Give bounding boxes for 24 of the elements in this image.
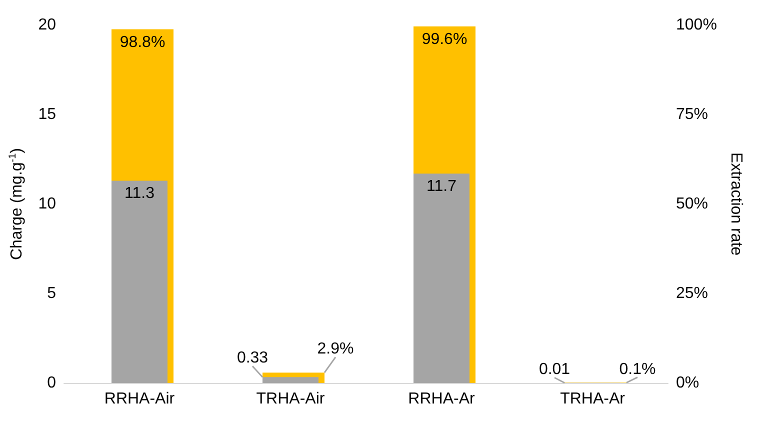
y2-tick-label: 100% <box>676 16 717 34</box>
y-tick-label: 0 <box>47 374 56 392</box>
x-tick-label: TRHA-Air <box>256 390 326 408</box>
y2-axis-title: Extraction rate <box>727 152 744 256</box>
y-tick-label: 5 <box>47 285 56 302</box>
x-tick-label: TRHA-Ar <box>560 390 626 408</box>
x-tick-label: RRHA-Ar <box>408 390 476 408</box>
data-label: 98.8% <box>120 34 166 51</box>
data-label: 11.7 <box>426 178 457 196</box>
y2-tick-label: 50% <box>676 196 708 212</box>
data-label: 11.3 <box>124 185 155 202</box>
data-label: 0.1% <box>619 360 656 378</box>
y2-tick-label: 25% <box>676 285 708 302</box>
y2-tick-label: 75% <box>676 106 708 123</box>
data-label: 0.33 <box>236 350 268 367</box>
data-label: 2.9% <box>317 340 354 358</box>
x-tick-label: RRHA-Air <box>104 390 176 408</box>
y-tick-label: 10 <box>38 196 56 212</box>
data-label: 99.6% <box>422 30 468 48</box>
y-axis-title: Charge (mg.g-1) <box>8 148 26 260</box>
y-tick-label: 20 <box>38 16 56 34</box>
y-tick-label: 15 <box>38 106 56 123</box>
y2-tick-label: 0% <box>676 374 700 392</box>
data-label: 0.01 <box>538 361 570 378</box>
